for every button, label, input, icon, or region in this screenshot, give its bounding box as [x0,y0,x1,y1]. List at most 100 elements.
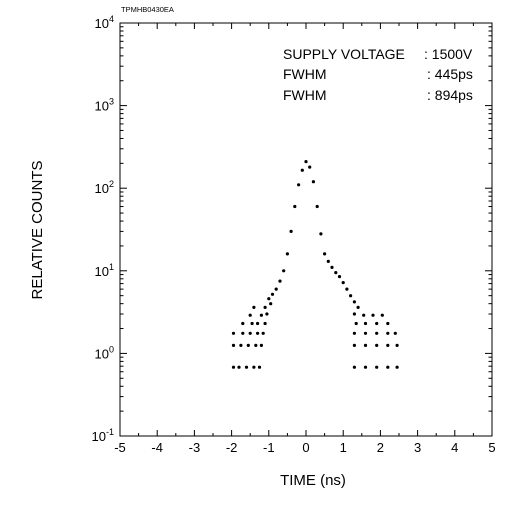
data-point [326,259,330,263]
data-point [231,331,236,335]
data-point [269,302,273,306]
data-point [289,229,293,233]
data-point [308,165,312,169]
data-point [380,313,384,317]
data-point [244,365,249,369]
x-tick-label: -5 [114,440,126,455]
annotation-label-fwhm-2: FWHM [283,87,327,103]
data-point [337,275,342,279]
data-point [237,365,241,369]
data-point [386,331,390,335]
data-point [263,305,267,309]
data-point [282,269,286,273]
data-point [293,204,297,209]
annotation-value-fwhm-2: : 894ps [427,87,473,103]
data-point [356,305,360,309]
data-point [270,292,275,296]
data-point [354,321,358,326]
data-point [265,312,269,316]
data-point [248,331,252,335]
data-point [278,279,282,283]
axis-ticks [119,22,493,437]
y-tick-label: 100 [95,344,114,361]
data-point [345,287,349,291]
data-point [267,297,271,301]
data-point [352,300,356,304]
data-point [349,294,353,298]
x-tick-label: 4 [451,440,458,455]
data-points [231,160,399,369]
x-tick-label: 0 [302,440,309,455]
data-point [375,365,379,369]
data-point [250,321,254,326]
annotation-label-supply: SUPPLY VOLTAGE [283,46,405,62]
data-point [248,313,252,317]
x-tick-label: -4 [151,440,163,455]
data-point [239,343,243,347]
data-point [256,331,260,335]
data-point [395,365,399,369]
figure-code: TPMHB0430EA [121,5,174,14]
x-tick-label: -3 [189,440,201,455]
data-point [341,281,345,285]
data-point [259,343,263,347]
y-tick-label: 10-1 [92,427,114,444]
data-point [256,321,260,326]
annotation-value-supply: : 1500V [424,46,473,62]
data-point [319,232,323,236]
data-point [352,365,356,369]
annotation-block: SUPPLY VOLTAGE : 1500V FWHM : 445ps FWHM… [283,46,473,103]
data-point [371,313,375,317]
data-point [386,343,390,347]
data-point [362,313,366,317]
x-tick-label: -1 [263,440,275,455]
y-axis-title: RELATIVE COUNTS [29,161,46,300]
annotation-label-fwhm-1: FWHM [283,66,327,82]
data-point [363,331,368,335]
x-tick-label: 3 [414,440,421,455]
data-point [363,343,368,347]
data-point [386,321,390,326]
data-point [246,343,250,347]
data-point [315,204,319,209]
data-point [285,252,289,256]
data-point [297,183,301,187]
data-point [311,180,315,184]
data-point [261,331,265,335]
annotation-value-fwhm-1: : 445ps [427,66,473,82]
data-point [274,287,278,291]
data-point [352,312,356,316]
data-point [386,365,390,369]
data-point [323,252,327,256]
data-point [375,321,379,326]
data-point [254,343,258,347]
data-point [241,331,245,335]
data-point [231,365,236,369]
y-tick-label: 103 [95,97,114,114]
data-point [241,321,245,326]
data-point [231,343,236,347]
x-tick-label: 5 [488,440,495,455]
data-point [252,365,256,369]
data-point [304,160,308,164]
data-point [375,343,379,347]
data-point [252,305,256,309]
data-point [300,168,304,172]
data-point [393,331,397,335]
data-point [375,331,379,335]
x-tick-labels: -5 -4 -3 -2 -1 0 1 2 3 4 5 [114,440,495,455]
data-point [257,365,262,369]
data-point [395,343,399,347]
data-point [334,271,338,275]
data-point [352,331,356,335]
x-tick-label: 2 [377,440,384,455]
data-point [363,321,368,326]
x-axis-title: TIME (ns) [280,472,346,489]
y-tick-label: 104 [95,14,114,31]
data-point [330,265,334,269]
x-tick-label: -2 [226,440,238,455]
plot-frame [119,22,493,437]
y-tick-labels: 10-1 100 101 102 103 104 [92,14,114,444]
x-tick-label: 1 [340,440,347,455]
